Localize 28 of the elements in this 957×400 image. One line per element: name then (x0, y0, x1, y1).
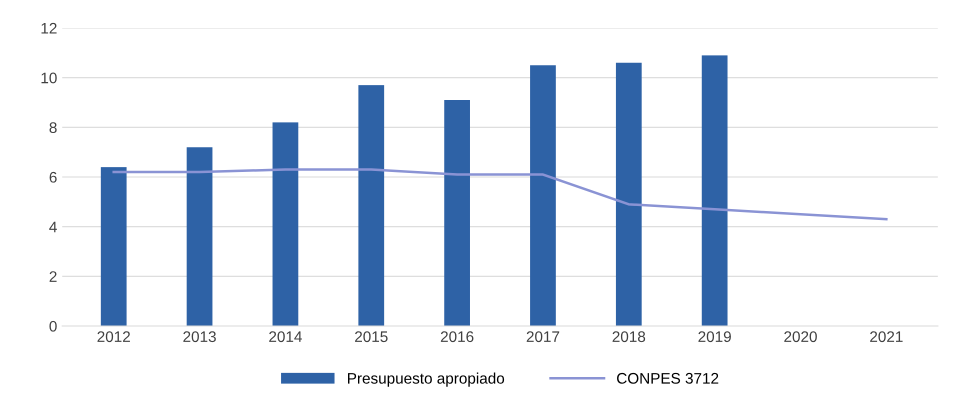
y-tick-label: 12 (42, 22, 57, 34)
y-tick-label: 8 (50, 122, 57, 134)
bar (444, 100, 470, 326)
legend-label: CONPES 3712 (617, 372, 718, 384)
x-tick-label: 2017 (526, 331, 560, 342)
bar (186, 147, 212, 326)
y-tick-label: 4 (49, 222, 57, 232)
y-tick-label: 10 (42, 72, 57, 84)
y-tick-label: 0 (49, 320, 57, 332)
bar (358, 85, 384, 326)
y-tick-label: 6 (50, 172, 57, 183)
bar (100, 167, 127, 326)
x-tick-label: 2021 (870, 331, 903, 342)
bar (530, 65, 556, 326)
x-tick-label: 2019 (698, 331, 731, 342)
x-tick-label: 2018 (612, 331, 646, 342)
legend-label: Presupuesto apropiado (348, 372, 504, 387)
x-tick-label: 2020 (784, 331, 817, 342)
x-tick-label: 2013 (183, 331, 216, 342)
bar (272, 122, 298, 326)
x-tick-label: 2012 (97, 331, 130, 342)
bar (702, 55, 728, 326)
y-tick-label: 2 (50, 271, 57, 282)
x-tick-label: 2015 (355, 331, 388, 342)
x-tick-label: 2016 (440, 331, 474, 342)
x-tick-label: 2014 (269, 331, 302, 342)
line-series (112, 168, 888, 220)
bar (616, 62, 642, 326)
